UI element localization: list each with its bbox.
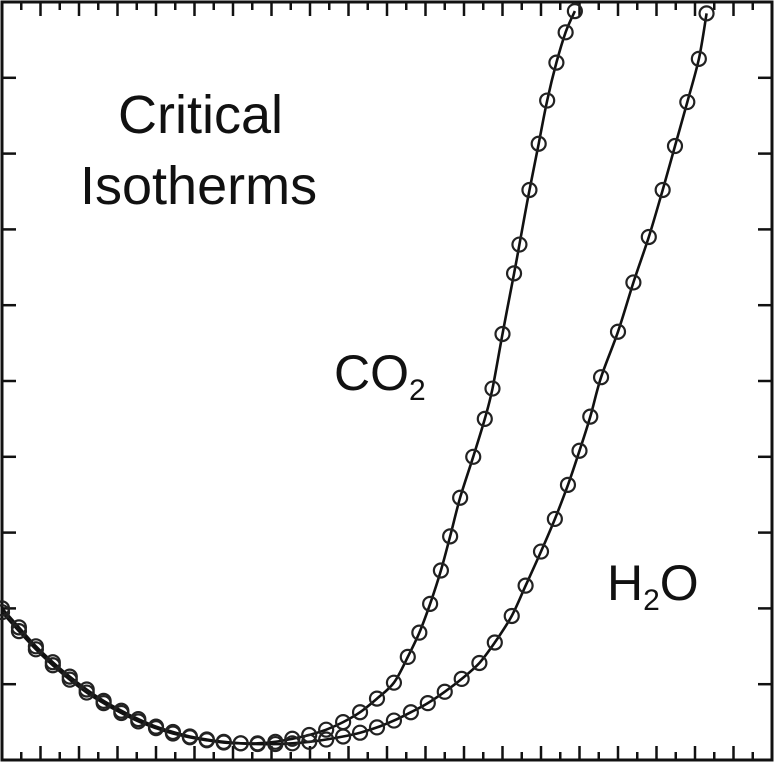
data-point-h2o [351, 724, 369, 741]
data-point-h2o [78, 681, 95, 698]
data-point-co2 [351, 704, 369, 721]
data-point-co2 [511, 236, 528, 253]
data-point-co2 [442, 528, 459, 545]
data-point-h2o [181, 728, 198, 745]
series-label-h2o-main: H [607, 555, 643, 611]
data-point-h2o [402, 704, 419, 721]
data-point-co2 [318, 721, 335, 738]
data-point-h2o [592, 369, 610, 386]
data-point-h2o [582, 408, 599, 425]
series-label-co2: CO2 [334, 345, 426, 407]
data-point-h2o [232, 735, 249, 752]
data-point-h2o [546, 510, 563, 528]
data-point-h2o [503, 607, 520, 625]
data-point-h2o [471, 654, 488, 672]
data-point-h2o [368, 719, 386, 736]
chart-title-line-1: Critical [118, 85, 283, 145]
series-label-h2o-tail: O [660, 555, 699, 611]
data-point-h2o [61, 668, 78, 685]
data-point-co2 [505, 265, 523, 282]
data-point-co2 [411, 624, 428, 641]
data-point-co2 [452, 489, 469, 506]
data-point-h2o [640, 228, 657, 246]
data-point-h2o [95, 692, 112, 709]
fit-curve-co2 [1, 10, 577, 745]
data-point-h2o [113, 702, 130, 719]
fit-curve-h2o [1, 13, 708, 746]
data-point-co2 [530, 135, 547, 152]
data-point-h2o [215, 733, 232, 750]
series-label-co2-main: CO [334, 345, 409, 401]
data-point-co2 [465, 448, 482, 465]
data-point-co2 [399, 648, 416, 666]
data-point-h2o [44, 654, 61, 671]
data-point-co2 [422, 595, 439, 612]
data-point-h2o [559, 476, 577, 493]
data-point-h2o [679, 93, 696, 111]
data-point-co2 [385, 674, 403, 691]
data-point-co2 [494, 325, 511, 343]
data-point-co2 [539, 92, 556, 109]
data-point-h2o [284, 735, 301, 752]
data-point-co2 [566, 2, 583, 20]
data-point-co2 [557, 24, 574, 41]
series-label-h2o: H2O [607, 555, 699, 617]
data-point-h2o [532, 543, 550, 560]
series-label-co2-sub: 2 [409, 374, 426, 407]
data-point-h2o [690, 50, 707, 67]
data-point-h2o [130, 710, 147, 728]
data-point-co2 [368, 690, 386, 707]
data-point-h2o [335, 728, 352, 745]
fit-curves [1, 10, 708, 746]
data-point-h2o [385, 712, 403, 729]
data-point-co2 [301, 726, 318, 744]
data-point-h2o [419, 695, 436, 712]
data-point-h2o [609, 323, 627, 340]
data-point-h2o [267, 735, 284, 753]
data-point-co2 [476, 410, 493, 427]
data-point-h2o [301, 733, 318, 750]
data-point-h2o [10, 619, 28, 636]
data-point-co2 [521, 181, 538, 199]
data-point-h2o [27, 638, 44, 655]
data-points [0, 2, 715, 753]
data-point-h2o [654, 181, 671, 199]
data-point-h2o [147, 718, 165, 735]
data-point-co2 [548, 54, 565, 71]
data-point-h2o [453, 670, 470, 687]
chart-title-line-2: Isotherms [80, 156, 317, 216]
data-point-co2 [484, 380, 501, 397]
data-point-h2o [0, 600, 11, 617]
data-point-h2o [625, 274, 642, 291]
data-point-co2 [284, 730, 301, 747]
data-point-h2o [517, 577, 534, 594]
data-point-h2o [164, 723, 182, 741]
data-point-co2 [432, 562, 449, 579]
data-point-h2o [698, 5, 715, 22]
data-point-h2o [318, 731, 335, 748]
data-point-h2o [571, 442, 588, 459]
data-point-h2o [486, 634, 503, 651]
series-label-h2o-sub: 2 [643, 584, 660, 617]
data-point-h2o [666, 137, 684, 155]
data-point-h2o [198, 731, 215, 748]
data-point-h2o [436, 683, 453, 700]
data-point-h2o [249, 735, 266, 753]
